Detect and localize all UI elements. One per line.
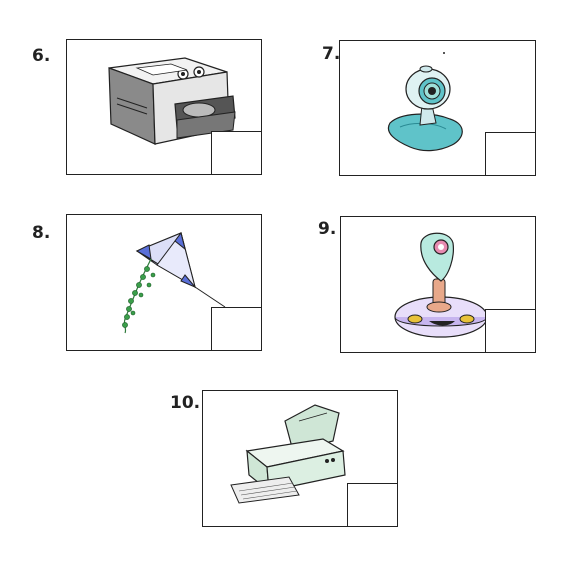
picture-card [340, 216, 536, 353]
item-number: 6. [32, 46, 51, 66]
answer-box[interactable] [485, 132, 536, 176]
answer-box[interactable] [211, 131, 262, 175]
printer-icon [230, 404, 346, 504]
item-number: 8. [32, 223, 51, 243]
cd-rom-drive-icon [108, 57, 236, 145]
answer-box[interactable] [211, 307, 262, 351]
item-number: 7. [322, 44, 341, 64]
webcam-icon [387, 52, 463, 152]
item-number: 9. [318, 219, 337, 239]
picture-card [66, 214, 262, 351]
picture-card [66, 39, 262, 175]
picture-card [339, 40, 536, 176]
answer-box[interactable] [485, 309, 536, 353]
answer-box[interactable] [347, 483, 398, 527]
kite-icon [122, 231, 226, 334]
picture-card [202, 390, 398, 527]
item-number: 10. [170, 393, 201, 413]
